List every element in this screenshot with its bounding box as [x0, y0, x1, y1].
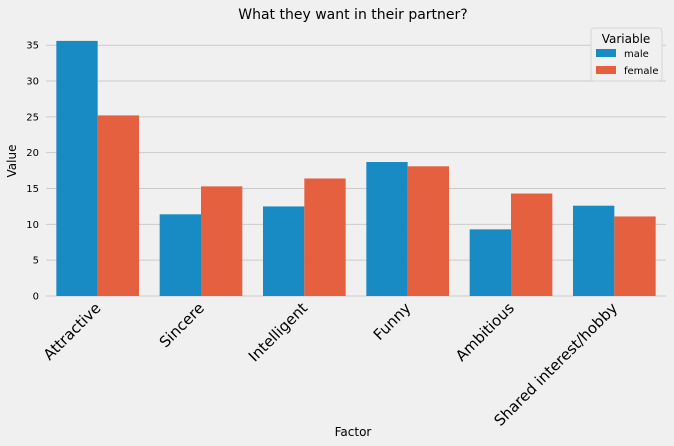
y-tick-label: 5: [33, 256, 39, 267]
chart-title: What they want in their partner?: [238, 7, 467, 23]
y-tick-label: 15: [26, 184, 39, 195]
legend-swatch-female: [596, 66, 616, 74]
bar-male-intelligent: [263, 206, 305, 296]
legend-title: Variable: [602, 32, 651, 46]
x-axis-label: Factor: [335, 425, 372, 439]
bar-female-attractive: [97, 115, 139, 297]
y-tick-label: 30: [26, 77, 39, 88]
legend-label-male: male: [624, 49, 649, 60]
y-tick-label: 0: [33, 292, 39, 303]
y-tick-label: 35: [26, 41, 39, 52]
bar-male-ambitious: [469, 229, 511, 296]
legend-swatch-male: [596, 49, 616, 57]
y-axis-ticks: 0 5 10 15 20 25 30 35: [26, 41, 39, 303]
bar-male-sincere: [159, 214, 201, 296]
bar-female-funny: [407, 166, 449, 296]
bar-male-funny: [366, 162, 408, 296]
bar-male-shared-interest-hobby: [573, 205, 615, 296]
y-tick-label: 20: [26, 148, 39, 159]
y-tick-label: 25: [26, 112, 39, 123]
grid-lines: [46, 44, 666, 297]
y-axis-label: Value: [5, 145, 19, 178]
legend: Variable male female: [590, 27, 663, 82]
bar-male-attractive: [56, 40, 98, 297]
bars: [56, 40, 656, 297]
legend-label-female: female: [624, 66, 658, 77]
bar-female-shared-interest-hobby: [614, 216, 656, 296]
bar-female-ambitious: [511, 193, 553, 296]
bar-female-sincere: [201, 186, 243, 296]
y-tick-label: 10: [26, 220, 39, 231]
bar-female-intelligent: [304, 178, 346, 296]
